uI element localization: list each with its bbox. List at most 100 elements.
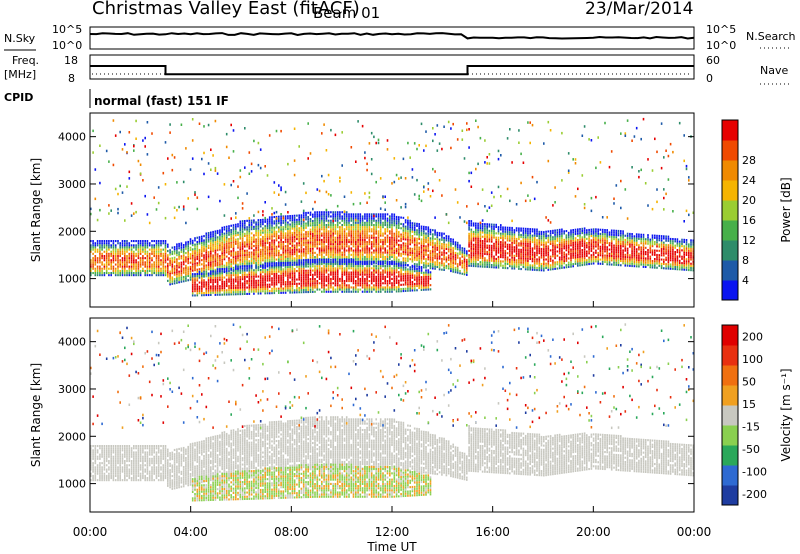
range-gate-cell (257, 253, 260, 256)
range-gate-cell (248, 271, 251, 274)
range-gate-cell (300, 225, 303, 228)
range-gate-cell (255, 229, 257, 232)
range-gate-cell (366, 269, 368, 272)
range-gate-cell (325, 280, 328, 283)
range-gate-cell (235, 278, 237, 281)
range-gate-cell (99, 265, 101, 268)
range-gate-cell (364, 284, 366, 287)
range-gate-cell (126, 272, 128, 275)
range-gate-cell (400, 248, 402, 251)
range-gate-cell (275, 268, 278, 271)
range-gate-cell (112, 272, 115, 275)
range-gate-cell (411, 224, 414, 227)
range-gate-cell (216, 293, 219, 296)
range-gate-cell (92, 242, 94, 245)
range-gate-cell (155, 255, 158, 258)
range-gate-cell (291, 214, 294, 217)
cpid-label: CPID (4, 91, 33, 104)
range-gate-cell (348, 273, 350, 276)
range-gate-cell (273, 216, 276, 219)
range-gate-cell (309, 224, 312, 227)
range-gate-cell (214, 249, 217, 252)
range-gate-cell (481, 225, 484, 228)
range-gate-cell (355, 251, 357, 254)
range-gate-cell (300, 265, 303, 268)
range-gate-cell (318, 265, 321, 268)
range-gate-cell (169, 257, 171, 260)
range-gate-cell (264, 279, 266, 282)
range-gate-cell (207, 283, 210, 286)
range-gate-cell (339, 253, 341, 256)
range-gate-cell (212, 235, 214, 238)
range-gate-cell (180, 261, 183, 264)
range-gate-cell (278, 291, 280, 294)
range-gate-cell (490, 238, 493, 241)
range-gate-cell (176, 279, 178, 282)
range-gate-cell (255, 247, 257, 250)
range-gate-cell (298, 214, 300, 217)
range-gate-cell (368, 251, 371, 254)
range-gate-cell (350, 215, 353, 218)
range-gate-cell (321, 251, 323, 254)
range-gate-cell (284, 247, 287, 250)
range-gate-cell (450, 238, 452, 241)
range-gate-cell (463, 220, 466, 223)
range-gate-cell (237, 267, 239, 270)
range-gate-cell (318, 226, 321, 229)
range-gate-cell (119, 259, 121, 262)
range-gate-cell (348, 213, 350, 216)
range-gate-cell (289, 253, 291, 256)
range-gate-cell (407, 279, 409, 282)
range-gate-cell (334, 217, 337, 220)
range-gate-cell (425, 282, 427, 285)
range-gate-cell (137, 269, 140, 272)
range-gate-cell (309, 235, 312, 238)
range-gate-cell (341, 247, 343, 250)
range-gate-cell (343, 236, 346, 239)
range-gate-cell (262, 213, 264, 217)
range-gate-cell (246, 234, 248, 237)
range-gate-cell (223, 241, 226, 244)
range-gate-cell (248, 226, 251, 229)
range-gate-cell (497, 258, 500, 261)
range-gate-cell (205, 285, 208, 288)
range-gate-cell (121, 250, 124, 253)
range-gate-cell (316, 269, 319, 272)
range-gate-cell (244, 256, 246, 259)
range-gate-cell (278, 289, 280, 292)
range-gate-cell (334, 245, 337, 248)
range-gate-cell (291, 255, 294, 258)
range-gate-cell (210, 274, 212, 277)
range-gate-cell (429, 271, 432, 274)
range-gate-cell (216, 291, 219, 294)
range-gate-cell (357, 290, 359, 293)
range-gate-cell (271, 235, 273, 238)
range-gate-cell (348, 249, 350, 252)
range-gate-cell (296, 265, 298, 268)
range-gate-cell (318, 258, 321, 261)
range-gate-cell (409, 258, 411, 261)
range-gate-cell (375, 141, 377, 145)
range-gate-cell (350, 265, 353, 268)
range-gate-cell (291, 223, 294, 226)
range-gate-cell (409, 226, 411, 229)
range-gate-cell (379, 288, 382, 291)
range-gate-cell (386, 255, 389, 258)
range-gate-cell (350, 191, 353, 194)
range-gate-cell (214, 232, 217, 235)
range-gate-cell (160, 261, 162, 264)
range-gate-cell (323, 236, 325, 239)
range-gate-cell (307, 221, 309, 224)
range-gate-cell (137, 244, 140, 247)
range-gate-cell (203, 262, 205, 265)
range-gate-cell (368, 260, 371, 263)
range-gate-cell (194, 247, 196, 250)
range-gate-cell (418, 284, 420, 287)
range-gate-cell (225, 251, 228, 254)
range-gate-cell (259, 255, 262, 258)
range-gate-cell (264, 271, 266, 274)
range-gate-cell (413, 228, 416, 231)
range-gate-cell (423, 271, 425, 274)
range-gate-cell (493, 227, 495, 230)
range-gate-cell (94, 250, 97, 253)
